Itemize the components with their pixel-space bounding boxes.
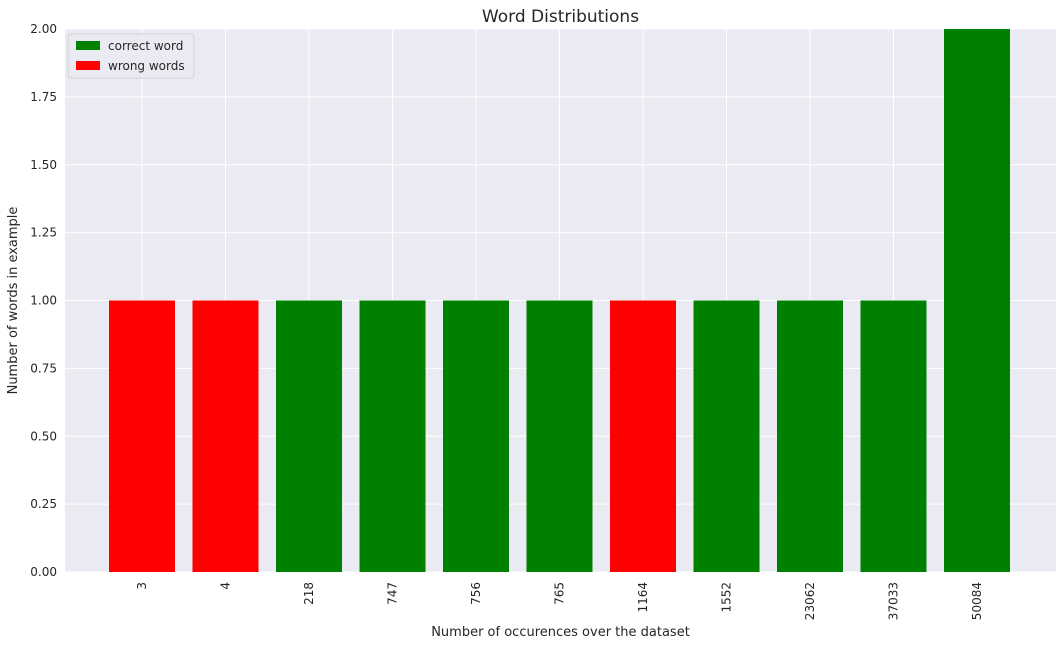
- x-tick-label: 218: [302, 582, 316, 605]
- bar-37033: [860, 300, 927, 572]
- y-axis-label: Number of words in example: [6, 207, 21, 395]
- bar-765: [526, 300, 593, 572]
- bar-50084: [944, 29, 1010, 572]
- bar-1552: [693, 300, 760, 572]
- x-tick-label: 747: [386, 582, 400, 605]
- x-tick-label: 37033: [887, 582, 901, 620]
- bar-3: [109, 300, 175, 572]
- legend-label-correct-word: correct word: [108, 39, 183, 53]
- x-tick-label: 3: [135, 582, 149, 590]
- legend: correct word wrong words: [67, 33, 195, 79]
- y-tick-label: 1.50: [30, 158, 57, 172]
- legend-label-wrong-words: wrong words: [108, 59, 185, 73]
- legend-swatch-correct-word: [76, 41, 100, 50]
- y-tick-label: 1.75: [30, 90, 57, 104]
- x-tick-label: 1164: [636, 582, 650, 613]
- legend-swatch-wrong-words: [76, 61, 100, 70]
- x-tick-label: 765: [553, 582, 567, 605]
- x-tick-label: 756: [469, 582, 483, 605]
- y-tick-label: 0.75: [30, 361, 57, 375]
- y-tick-label: 0.25: [30, 497, 57, 511]
- x-tick-labels: 3 4 218 747 756 765 1164 1552 23062 37033 50084: [135, 582, 984, 620]
- y-tick-label: 0.00: [30, 565, 57, 579]
- bar-23062: [777, 300, 843, 572]
- y-tick-label: 2.00: [30, 22, 57, 36]
- bar-756: [443, 300, 509, 572]
- x-tick-label: 1552: [720, 582, 734, 613]
- x-tick-label: 23062: [803, 582, 817, 620]
- chart-title: Word Distributions: [482, 7, 639, 27]
- x-tick-label: 4: [219, 582, 233, 590]
- y-tick-label: 1.00: [30, 294, 57, 308]
- x-axis-label: Number of occurences over the dataset: [431, 625, 690, 640]
- y-tick-label: 0.50: [30, 429, 57, 443]
- y-tick-labels: 0.00 0.25 0.50 0.75 1.00 1.25 1.50 1.75 2.00: [30, 22, 57, 579]
- x-tick-label: 50084: [970, 582, 984, 620]
- bar-1164: [610, 300, 676, 572]
- bar-4: [192, 300, 259, 572]
- bar-218: [276, 300, 342, 572]
- bars: [109, 29, 1010, 572]
- y-tick-label: 1.25: [30, 226, 57, 240]
- bar-747: [359, 300, 426, 572]
